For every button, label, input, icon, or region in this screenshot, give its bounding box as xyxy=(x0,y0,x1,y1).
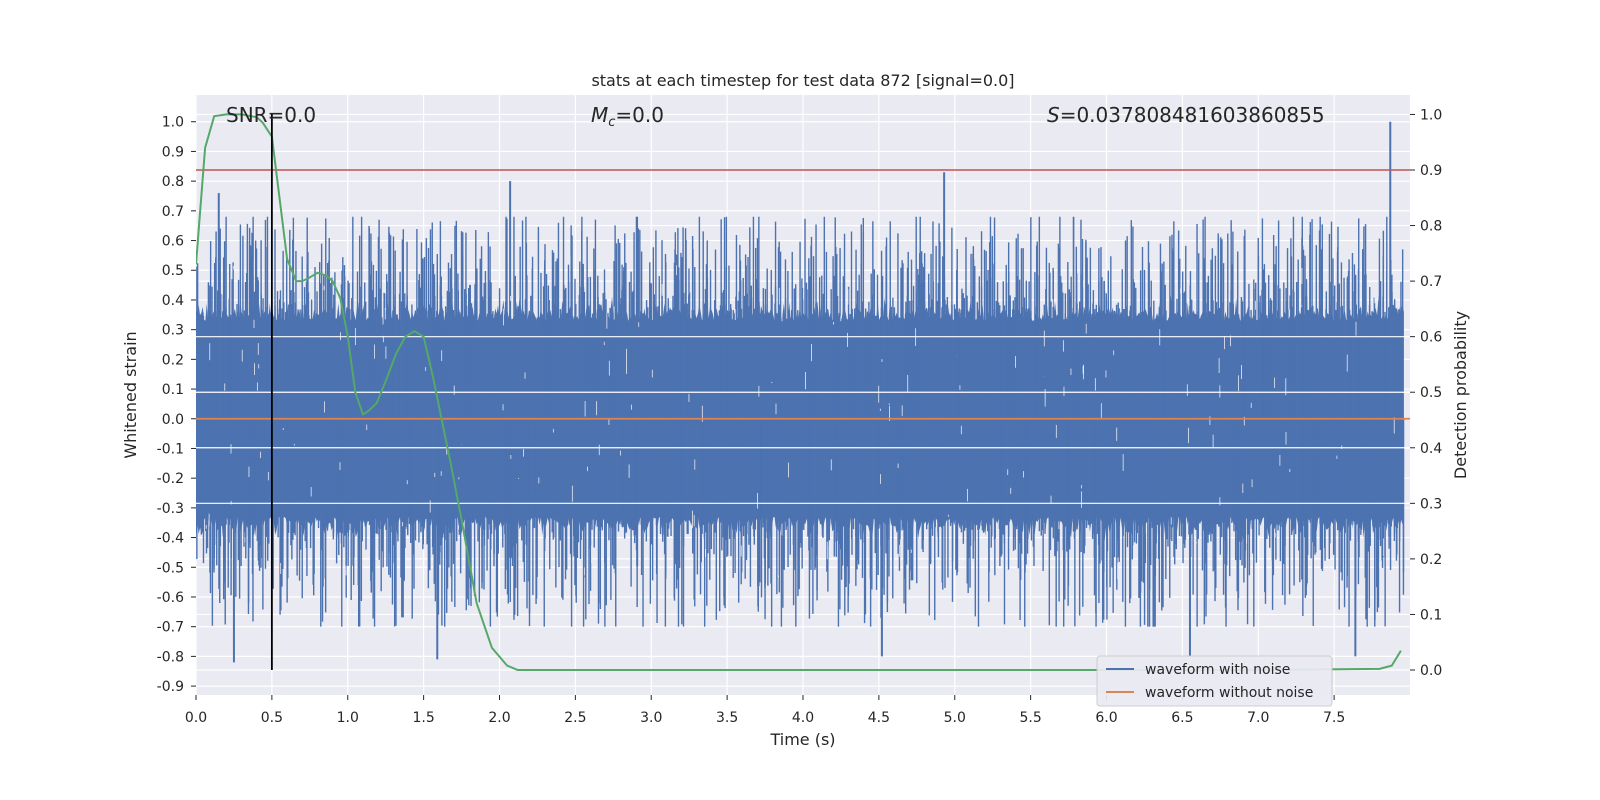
s-value: =0.037808481603860855 xyxy=(1060,103,1325,127)
chirp-mass-annotation: Mc=0.0 xyxy=(591,103,664,130)
y-tick-label: -0.3 xyxy=(157,501,184,517)
y-tick-label: -0.2 xyxy=(157,471,184,487)
x-tick-label: 0.0 xyxy=(185,710,207,726)
y2-tick-label: 0.7 xyxy=(1420,274,1442,290)
detection-probability-line xyxy=(196,113,1402,671)
x-tick-label: 5.0 xyxy=(944,710,966,726)
x-tick-label: 2.5 xyxy=(564,710,586,726)
y2-tick-label: 0.8 xyxy=(1420,219,1442,235)
y-axis-ticks: 1.0 0.9 0.8 0.7 0.6 0.5 0.4 0.3 0.2 0.1 0.0 -0.1 -0.… xyxy=(157,115,196,695)
plot-content xyxy=(196,113,1410,671)
y-tick-label: 0.1 xyxy=(162,382,184,398)
y-tick-label: -0.8 xyxy=(157,649,184,665)
x-tick-label: 0.5 xyxy=(261,710,283,726)
x-tick-label: 3.5 xyxy=(716,710,738,726)
y-tick-label: 0.4 xyxy=(162,293,184,309)
y-tick-label: -0.7 xyxy=(157,620,184,636)
y-tick-label: -0.6 xyxy=(157,590,184,606)
s-symbol: S xyxy=(1047,103,1060,127)
legend-entry-noise: waveform with noise xyxy=(1145,662,1290,678)
x-tick-label: 5.5 xyxy=(1019,710,1041,726)
mc-value: =0.0 xyxy=(615,103,664,127)
x-tick-label: 1.0 xyxy=(337,710,359,726)
y-tick-label: 0.0 xyxy=(162,412,184,428)
y2-axis-ticks: 1.0 0.9 0.8 0.7 0.6 0.5 0.4 0.3 0.2 0.1 0.0 xyxy=(1410,107,1442,679)
y-tick-label: -0.1 xyxy=(157,441,184,457)
legend: waveform with noise waveform without noi… xyxy=(1096,655,1333,707)
y2-tick-label: 0.5 xyxy=(1420,385,1442,401)
legend-entry-clean: waveform without noise xyxy=(1145,685,1313,701)
y-tick-label: 0.3 xyxy=(162,323,184,339)
score-annotation: S=0.037808481603860855 xyxy=(1047,103,1325,127)
y-axis-label: Whitened strain xyxy=(121,331,140,458)
y2-tick-label: 0.9 xyxy=(1420,163,1442,179)
y2-tick-label: 0.1 xyxy=(1420,607,1442,623)
x-tick-label: 6.5 xyxy=(1171,710,1193,726)
x-tick-label: 4.5 xyxy=(868,710,890,726)
x-tick-label: 4.0 xyxy=(792,710,814,726)
x-tick-label: 7.5 xyxy=(1323,710,1345,726)
x-tick-label: 1.5 xyxy=(412,710,434,726)
y-tick-label: -0.5 xyxy=(157,560,184,576)
y2-axis-label: Detection probability xyxy=(1451,311,1470,479)
x-tick-label: 7.0 xyxy=(1247,710,1269,726)
x-tick-label: 3.0 xyxy=(640,710,662,726)
y2-tick-label: 0.4 xyxy=(1420,441,1442,457)
y2-tick-label: 1.0 xyxy=(1420,107,1442,123)
y2-tick-label: 0.3 xyxy=(1420,496,1442,512)
x-axis-ticks: 0.0 0.5 1.0 1.5 2.0 2.5 3.0 3.5 4.0 4.5 5.0 5.5 6.0 6… xyxy=(185,695,1345,726)
x-tick-label: 2.0 xyxy=(488,710,510,726)
snr-annotation: SNR=0.0 xyxy=(226,103,316,127)
legend-box xyxy=(1096,655,1333,707)
y2-tick-label: 0.0 xyxy=(1420,663,1442,679)
y-tick-label: 0.2 xyxy=(162,352,184,368)
y-tick-label: 0.9 xyxy=(162,144,184,160)
waveform-with-noise-spikes xyxy=(196,121,1410,663)
x-axis-label: Time (s) xyxy=(769,730,835,749)
y-tick-label: -0.4 xyxy=(157,531,184,547)
y-tick-label: 1.0 xyxy=(162,115,184,131)
y2-tick-label: 0.2 xyxy=(1420,552,1442,568)
y-tick-label: 0.7 xyxy=(162,204,184,220)
y-tick-label: 0.6 xyxy=(162,234,184,250)
y-tick-label: 0.8 xyxy=(162,174,184,190)
y2-tick-label: 0.6 xyxy=(1420,330,1442,346)
mc-symbol: M xyxy=(591,103,608,127)
mc-subscript: c xyxy=(608,115,615,130)
chart-title: stats at each timestep for test data 872… xyxy=(591,71,1014,90)
y-tick-label: -0.9 xyxy=(157,679,184,695)
y-tick-label: 0.5 xyxy=(162,263,184,279)
x-tick-label: 6.0 xyxy=(1095,710,1117,726)
